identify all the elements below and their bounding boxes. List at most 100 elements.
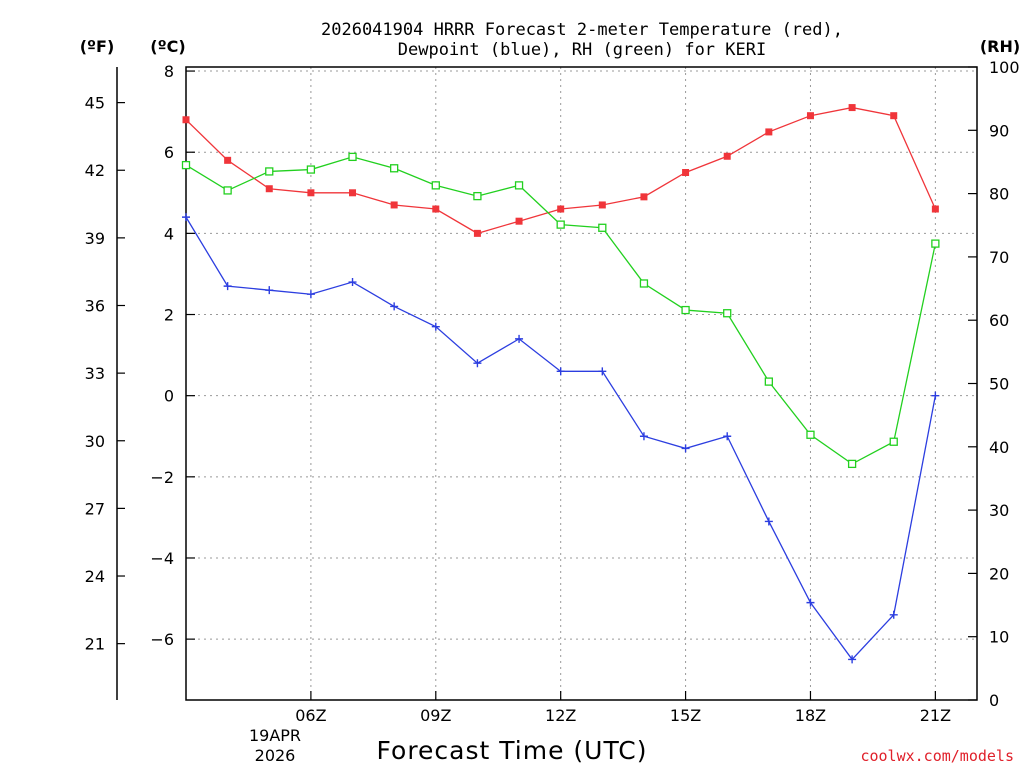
- x-tick-label: 09Z: [420, 706, 451, 725]
- dewpoint-point: [848, 655, 857, 664]
- rh-tick-label: 30: [989, 501, 1009, 520]
- temperature-point: [723, 152, 731, 160]
- temperature-point: [224, 156, 232, 164]
- temperature-point: [557, 205, 565, 213]
- dewpoint-point: [681, 444, 690, 453]
- rh-point: [764, 377, 773, 386]
- dewpoint-point: [723, 432, 732, 441]
- fahrenheit-unit-label: (ºF): [80, 37, 115, 56]
- chart-title-line2: Dewpoint (blue), RH (green) for KERI: [398, 40, 766, 60]
- dewpoint-point: [265, 286, 274, 295]
- celsius-tick-label: −6: [150, 630, 174, 649]
- celsius-tick-label: −4: [150, 549, 174, 568]
- grid-lines: [186, 67, 977, 700]
- celsius-tick-label: 2: [164, 306, 174, 325]
- dewpoint-point: [306, 290, 315, 299]
- rh-point: [889, 437, 898, 446]
- dewpoint-point: [806, 598, 815, 607]
- axes: [116, 66, 978, 701]
- x-tick-label: 21Z: [920, 706, 951, 725]
- rh-tick-label: 50: [989, 375, 1009, 394]
- temperature-point: [765, 128, 773, 136]
- date-label-day: 19APR: [249, 726, 301, 745]
- temperature-point: [640, 193, 648, 201]
- celsius-tick-label: −2: [150, 468, 174, 487]
- dewpoint-point: [473, 359, 482, 368]
- rh-point: [598, 223, 607, 232]
- fahrenheit-tick-label: 42: [85, 161, 105, 180]
- rh-tick-label: 10: [989, 628, 1009, 647]
- temperature-point: [598, 201, 606, 209]
- temperature-point: [890, 112, 898, 120]
- dewpoint-point: [598, 367, 607, 376]
- fahrenheit-tick-label: 27: [85, 499, 105, 518]
- fahrenheit-tick-label: 33: [85, 364, 105, 383]
- rh-point: [473, 191, 482, 201]
- dewpoint-point: [390, 302, 399, 311]
- data-series: [181, 104, 940, 664]
- fahrenheit-tick-label: 45: [85, 94, 105, 113]
- rh-tick-label: 40: [989, 438, 1009, 457]
- fahrenheit-tick-label: 24: [85, 567, 105, 586]
- temperature-point: [182, 116, 190, 124]
- celsius-unit-label: (ºC): [150, 37, 185, 56]
- temperature-point: [265, 185, 273, 193]
- dewpoint-point: [889, 610, 898, 619]
- rh-point: [556, 220, 565, 229]
- temperature-point: [432, 205, 440, 213]
- celsius-tick-label: 6: [164, 143, 174, 162]
- rh-point: [223, 186, 232, 195]
- rh-point: [723, 309, 732, 318]
- rh-point: [265, 167, 274, 176]
- fahrenheit-tick-label: 21: [85, 635, 105, 654]
- rh-tick-label: 70: [989, 248, 1009, 267]
- dewpoint-point: [182, 213, 190, 222]
- rh-point: [306, 165, 316, 174]
- temperature-point: [390, 201, 398, 209]
- x-tick-label: 12Z: [545, 706, 576, 725]
- dewpoint-point: [431, 322, 440, 331]
- celsius-tick-label: 0: [164, 387, 174, 406]
- temperature-point: [515, 217, 523, 225]
- temperature-point: [806, 112, 814, 120]
- dewpoint-point: [931, 391, 940, 400]
- plot-frame: [185, 66, 978, 701]
- dewpoint-point: [223, 282, 232, 291]
- chart-title-line1: 2026041904 HRRR Forecast 2-meter Tempera…: [321, 20, 843, 40]
- rh-tick-label: 0: [989, 691, 999, 710]
- temperature-point: [931, 205, 939, 213]
- fahrenheit-tick-label: 36: [85, 297, 105, 316]
- celsius-tick-label: 4: [164, 224, 174, 243]
- temperature-point: [349, 189, 357, 197]
- dewpoint-point: [764, 517, 773, 526]
- rh-line: [185, 156, 937, 465]
- credit-link[interactable]: coolwx.com/models: [860, 747, 1014, 765]
- x-tick-label: 18Z: [795, 706, 826, 725]
- rh-point: [639, 279, 649, 288]
- temperature-point: [682, 169, 690, 176]
- rh-point: [931, 239, 940, 248]
- celsius-tick-label: 8: [164, 62, 174, 81]
- temperature-point: [473, 229, 481, 237]
- rh-tick-label: 20: [989, 564, 1009, 583]
- rh-point: [681, 305, 690, 315]
- rh-point: [181, 160, 191, 170]
- rh-point: [806, 430, 815, 439]
- dewpoint-point: [639, 432, 648, 441]
- temperature-point: [307, 189, 315, 197]
- rh-point: [847, 459, 857, 469]
- x-tick-label: 15Z: [670, 706, 701, 725]
- temperature-point: [848, 104, 856, 112]
- fahrenheit-tick-label: 39: [85, 229, 105, 248]
- rh-tick-label: 60: [989, 311, 1009, 330]
- rh-point: [431, 181, 440, 190]
- rh-point: [390, 164, 399, 173]
- x-tick-label: 06Z: [295, 706, 326, 725]
- rh-unit-label: (RH): [980, 37, 1020, 56]
- rh-tick-label: 90: [989, 121, 1009, 140]
- dewpoint-point: [348, 278, 357, 287]
- x-axis-title: Forecast Time (UTC): [377, 736, 648, 765]
- tick-labels: 86420−2−4−645423936333027242110090807060…: [85, 58, 1020, 725]
- dewpoint-point: [556, 367, 565, 376]
